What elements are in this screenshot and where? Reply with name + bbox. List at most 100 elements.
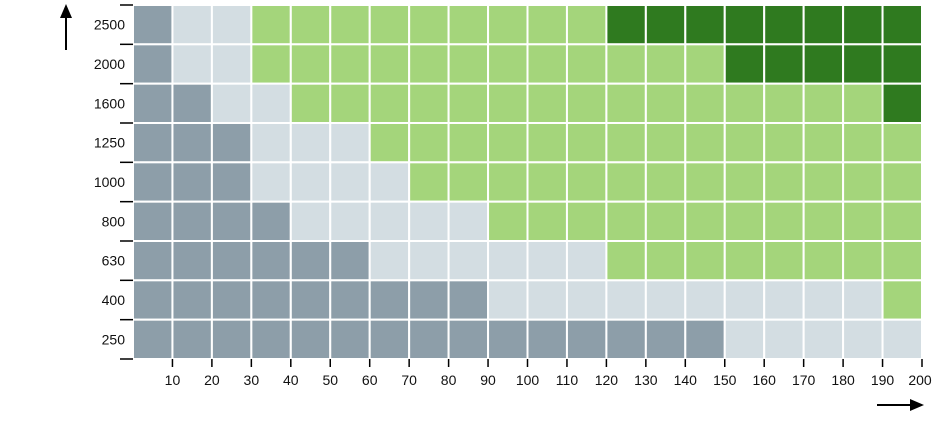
heatmap-cell xyxy=(447,161,490,203)
heatmap-cell xyxy=(408,43,450,85)
y-tick-label: 250 xyxy=(102,331,126,347)
heatmap-cell xyxy=(565,43,608,85)
heatmap-cell xyxy=(171,4,213,46)
heatmap-cell xyxy=(605,279,647,321)
heatmap-cell xyxy=(487,43,529,85)
heatmap-cell xyxy=(408,4,450,46)
heatmap-cell xyxy=(763,82,805,124)
heatmap-cell xyxy=(329,279,371,321)
heatmap-cell xyxy=(644,122,687,164)
x-tick-label: 40 xyxy=(283,372,299,388)
heatmap-cell xyxy=(447,43,490,85)
heatmap-cell xyxy=(802,161,845,203)
heatmap-cell xyxy=(408,200,450,242)
heatmap-cell xyxy=(329,200,371,242)
heatmap-cell xyxy=(842,279,884,321)
heatmap-cell xyxy=(842,43,884,85)
heatmap-cell xyxy=(487,279,529,321)
heatmap-cell xyxy=(565,82,608,124)
heatmap-cell xyxy=(408,240,450,282)
heatmap-cell xyxy=(250,200,292,242)
x-tick-label: 170 xyxy=(792,372,816,388)
heatmap-cells xyxy=(132,4,923,361)
heatmap-cell xyxy=(842,4,884,46)
heatmap-cell xyxy=(289,318,332,361)
heatmap-cell xyxy=(132,318,174,361)
heatmap-cell xyxy=(763,200,805,242)
heatmap-cell xyxy=(487,318,529,361)
x-tick-label: 70 xyxy=(401,372,417,388)
x-tick-label: 110 xyxy=(556,372,579,388)
heatmap-cell xyxy=(408,161,450,203)
heatmap-cell xyxy=(487,161,529,203)
heatmap-cell xyxy=(487,200,529,242)
x-tick-label: 10 xyxy=(165,372,181,388)
x-tick-label: 160 xyxy=(753,372,777,388)
y-tick-label: 2500 xyxy=(94,17,125,33)
x-tick-label: 60 xyxy=(362,372,378,388)
heatmap-cell xyxy=(842,122,884,164)
heatmap-cell xyxy=(408,318,450,361)
heatmap-cell xyxy=(368,279,411,321)
heatmap-cell xyxy=(723,82,766,124)
heatmap-cell xyxy=(447,200,490,242)
heatmap-cell xyxy=(763,122,805,164)
heatmap-cell xyxy=(132,122,174,164)
x-tick-label: 20 xyxy=(204,372,220,388)
heatmap-cell xyxy=(210,82,253,124)
heatmap-cell xyxy=(881,43,923,85)
x-tick-label: 100 xyxy=(516,372,540,388)
heatmap-cell xyxy=(250,43,292,85)
heatmap-cell xyxy=(526,200,568,242)
heatmap-cell xyxy=(881,161,923,203)
heatmap-cell xyxy=(487,122,529,164)
heatmap-cell xyxy=(723,161,766,203)
heatmap-cell xyxy=(132,43,174,85)
x-tick-label: 130 xyxy=(634,372,658,388)
x-tick-label: 120 xyxy=(595,372,619,388)
heatmap-cell xyxy=(723,279,766,321)
heatmap-cell xyxy=(526,240,568,282)
heatmap-cell xyxy=(210,4,253,46)
heatmap-cell xyxy=(644,279,687,321)
y-axis-ticks: 250 400 630 800 1000 1250 1600 2000 2500 xyxy=(94,4,133,360)
heatmap-cell xyxy=(289,240,332,282)
x-tick-label: 180 xyxy=(831,372,855,388)
heatmap-cell xyxy=(526,4,568,46)
heatmap-cell xyxy=(210,161,253,203)
heatmap-cell xyxy=(368,82,411,124)
heatmap-cell xyxy=(171,240,213,282)
heatmap-cell xyxy=(802,200,845,242)
heatmap-cell xyxy=(329,4,371,46)
heatmap-cell xyxy=(605,161,647,203)
heatmap-cell xyxy=(565,279,608,321)
heatmap-cell xyxy=(329,82,371,124)
heatmap-cell xyxy=(289,200,332,242)
heatmap-cell xyxy=(802,122,845,164)
y-tick-label: 2000 xyxy=(94,56,125,72)
heatmap-cell xyxy=(289,279,332,321)
heatmap-cell xyxy=(684,122,726,164)
heatmap-cell xyxy=(171,279,213,321)
x-tick-label: 80 xyxy=(441,372,457,388)
x-tick-label: 140 xyxy=(674,372,698,388)
heatmap-cell xyxy=(565,122,608,164)
heatmap-cell xyxy=(605,240,647,282)
heatmap-cell xyxy=(763,240,805,282)
heatmap-cell xyxy=(368,200,411,242)
heatmap-cell xyxy=(565,4,608,46)
heatmap-cell xyxy=(329,43,371,85)
heatmap-cell xyxy=(605,200,647,242)
heatmap-cell xyxy=(881,240,923,282)
x-tick-label: 200 xyxy=(908,372,932,388)
heatmap-cell xyxy=(329,318,371,361)
heatmap-cell xyxy=(842,240,884,282)
heatmap-cell xyxy=(684,43,726,85)
heatmap-cell xyxy=(408,122,450,164)
heatmap-cell xyxy=(684,200,726,242)
heatmap-cell xyxy=(684,279,726,321)
heatmap-cell xyxy=(526,318,568,361)
heatmap-cell xyxy=(289,82,332,124)
heatmap-cell xyxy=(250,279,292,321)
heatmap-cell xyxy=(210,200,253,242)
